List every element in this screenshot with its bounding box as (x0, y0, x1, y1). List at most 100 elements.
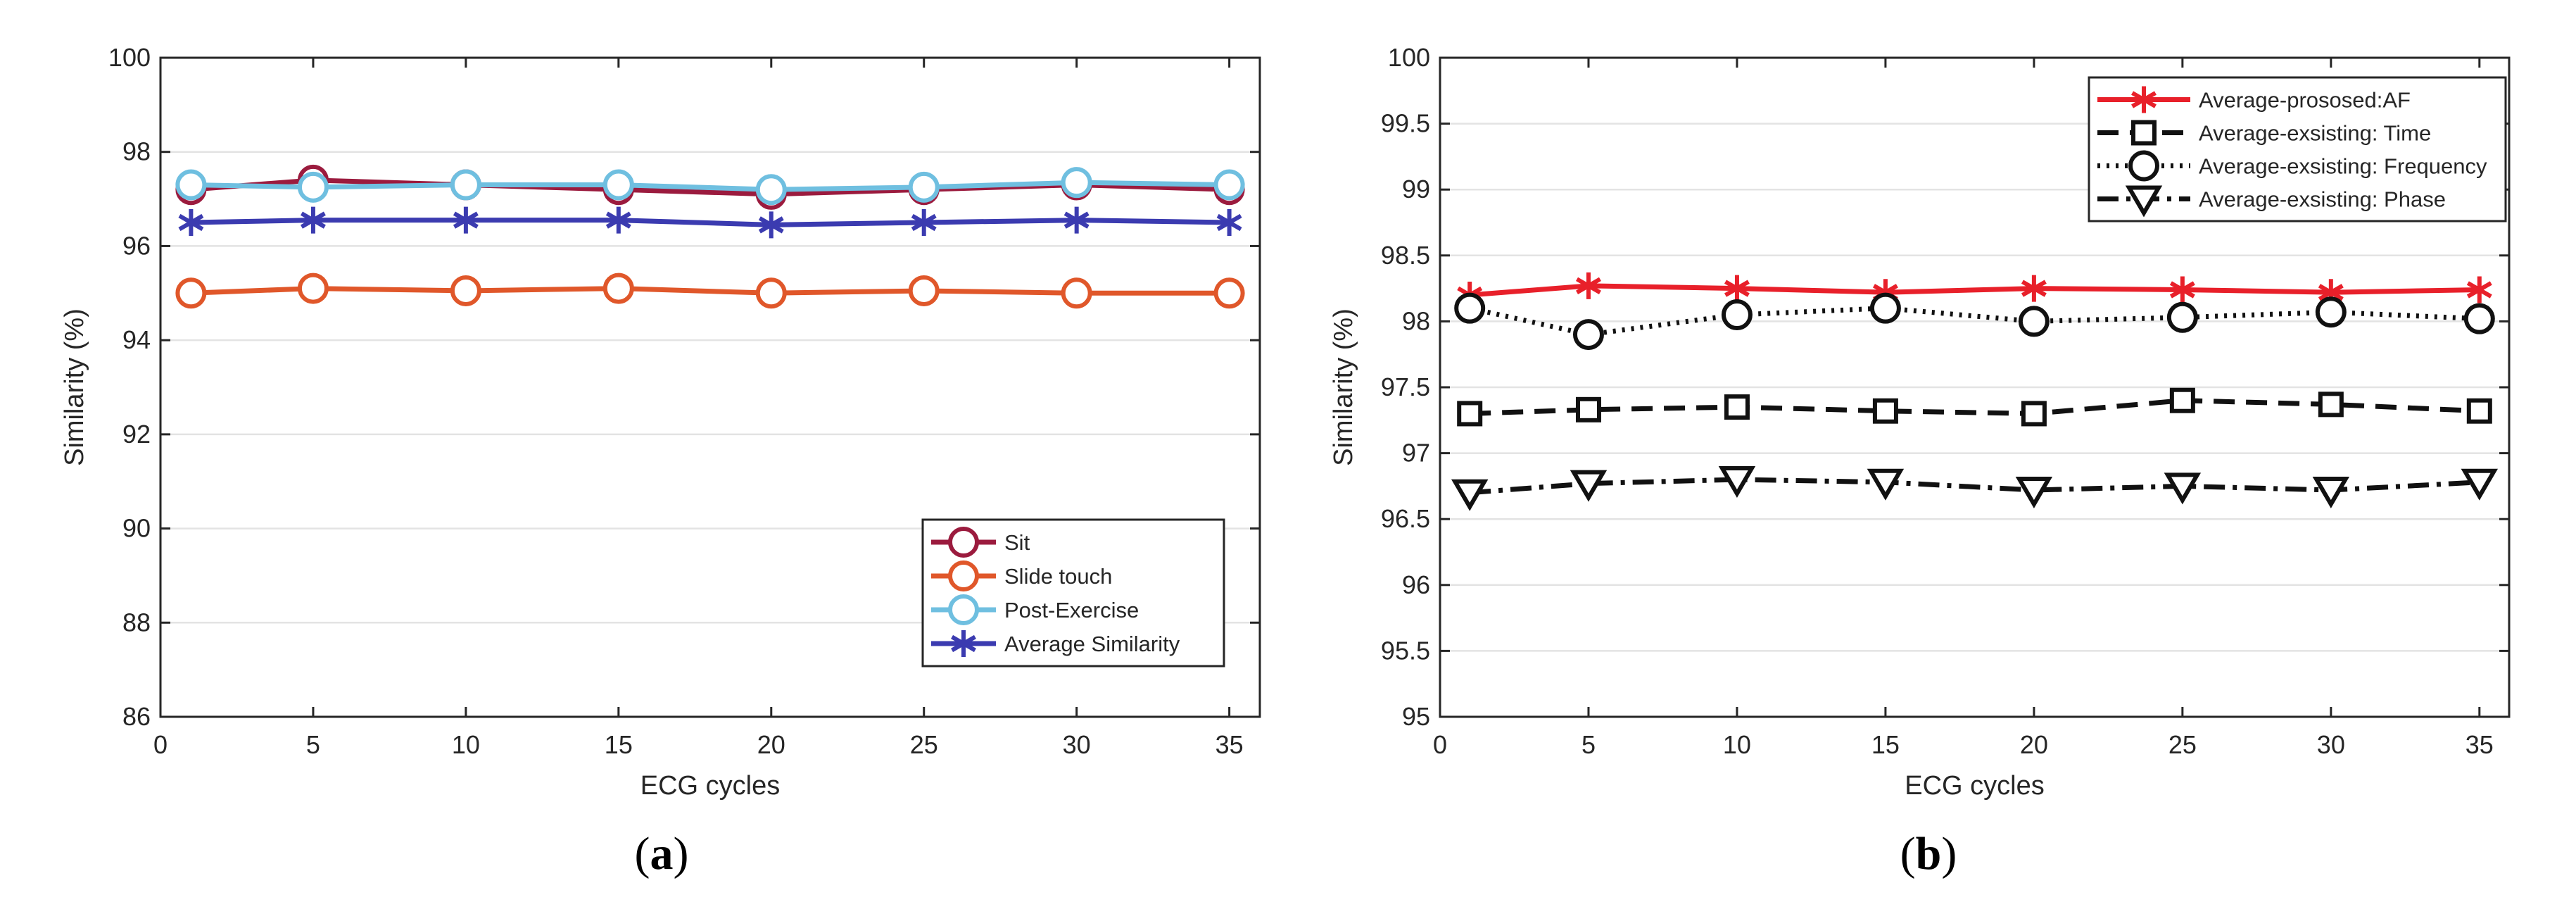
data-point (178, 209, 204, 236)
data-point (2315, 296, 2347, 328)
data-point (2463, 303, 2495, 334)
x-tick-label: 35 (2465, 730, 2494, 759)
legend-marker (948, 594, 979, 625)
data-point (1457, 401, 1483, 427)
x-tick-label: 5 (1581, 730, 1596, 759)
y-tick-label: 96 (1402, 570, 1430, 599)
legend-entry: Average-prososed:AF (2199, 88, 2411, 113)
legend: Sit Slide touch Post-Exercise Average Simil… (921, 518, 1225, 668)
data-point (2021, 401, 2047, 427)
data-point (300, 206, 326, 234)
data-point (758, 211, 784, 239)
data-point (2318, 391, 2344, 418)
data-point (1718, 466, 1756, 498)
panel-label-b-letter: b (1915, 828, 1942, 879)
y-tick-label: 92 (122, 420, 151, 449)
data-point (2169, 276, 2195, 303)
data-point (1575, 396, 1601, 422)
y-tick-label: 96 (122, 231, 151, 260)
data-point (175, 277, 207, 309)
series-line (191, 286, 1230, 296)
data-point (175, 169, 207, 201)
data-point (1867, 468, 1905, 501)
legend-marker (2131, 120, 2157, 146)
data-point (2166, 301, 2198, 333)
series-markers (1457, 387, 2492, 427)
legend-entry: Sit (1004, 530, 1030, 555)
y-tick-label: 96.5 (1381, 504, 1430, 533)
panel-label-b: (b) (1900, 828, 1957, 879)
legend-marker (948, 527, 979, 558)
series-line (1470, 398, 2480, 416)
y-tick-label: 98 (1402, 306, 1430, 335)
data-point (1213, 277, 1245, 309)
x-tick-label: 15 (605, 730, 633, 759)
x-tick-label: 35 (1216, 730, 1244, 759)
data-point (1061, 277, 1092, 309)
data-point (297, 171, 329, 203)
legend-marker (2125, 185, 2163, 218)
series-markers (1454, 292, 2495, 351)
x-tick-label: 30 (2317, 730, 2345, 759)
data-point (602, 169, 634, 201)
data-point (605, 206, 631, 234)
y-tick-label: 99 (1402, 175, 1430, 203)
y-tick-label: 94 (122, 325, 151, 354)
data-point (1572, 319, 1604, 351)
series-markers (175, 272, 1245, 309)
y-tick-label: 90 (122, 514, 151, 543)
x-tick-label: 25 (910, 730, 938, 759)
y-axis-label: Similarity (%) (60, 308, 89, 466)
x-tick-label: 20 (2020, 730, 2048, 759)
data-point (1576, 272, 1601, 299)
legend-marker (951, 630, 976, 657)
x-tick-label: 15 (1871, 730, 1900, 759)
series-line (1469, 306, 2480, 337)
data-point (2461, 468, 2499, 501)
chart-b: 0 5 10 15 20 25 30 35 95 95.5 96 96.5 97 97.5 98 98.5 99… (1329, 43, 2511, 801)
data-point (755, 174, 787, 206)
legend-marker (2128, 150, 2159, 182)
legend-entry: Average-exsisting: Time (2199, 121, 2431, 146)
y-tick-label: 100 (1388, 43, 1430, 72)
data-point (2015, 477, 2053, 508)
x-tick-label: 20 (757, 730, 785, 759)
x-axis-label: ECG cycles (1905, 771, 2044, 801)
x-tick-label: 0 (1433, 730, 1447, 759)
x-axis-label: ECG cycles (640, 771, 780, 801)
legend-marker (2131, 86, 2157, 113)
axes-frame (159, 56, 1261, 718)
data-point (2169, 387, 2195, 413)
y-axis-label: Similarity (%) (1329, 308, 1358, 466)
legend-entry: Average-exsisting: Frequency (2199, 154, 2487, 179)
panel-label-a-letter: a (650, 828, 674, 879)
data-point (2021, 275, 2047, 302)
data-point (450, 169, 481, 201)
data-point (602, 272, 634, 304)
y-tick-label: 98.5 (1381, 241, 1430, 270)
legend-marker (948, 560, 979, 591)
x-tick-label: 25 (2168, 730, 2197, 759)
chart-a: 0 5 10 15 20 25 30 35 86 88 90 92 94 96 98 100 ECG cycle… (60, 43, 1261, 801)
x-tick-label: 10 (452, 730, 480, 759)
data-point (1063, 206, 1090, 234)
data-point (2466, 276, 2492, 303)
y-tick-label: 98 (122, 137, 151, 166)
legend: Average-prososed:AF Average-exsisting: Ti… (2088, 76, 2507, 223)
data-point (1724, 275, 1750, 302)
data-point (1061, 167, 1092, 199)
legend-entry: Average-exsisting: Phase (2199, 187, 2446, 212)
series-line (191, 180, 1230, 192)
legend-entry: Slide touch (1004, 564, 1112, 589)
series-markers (178, 206, 1242, 239)
y-tick-label: 99.5 (1381, 109, 1430, 138)
y-tick-label: 100 (108, 43, 151, 72)
x-tick-label: 5 (306, 730, 320, 759)
y-tick-label: 88 (122, 608, 151, 637)
series-markers (175, 167, 1245, 206)
data-point (755, 277, 787, 309)
data-point (1451, 479, 1489, 511)
data-point (1454, 292, 1486, 324)
series-line (191, 218, 1230, 227)
